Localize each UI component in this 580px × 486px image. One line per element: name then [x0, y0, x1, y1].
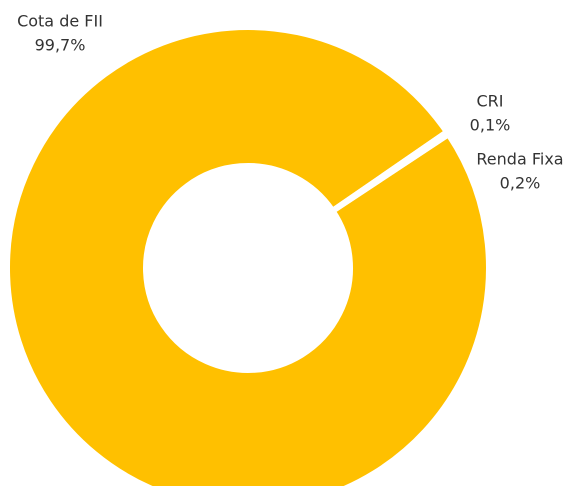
- slice-label: Renda Fixa: [476, 150, 563, 169]
- slice-value-label: 0,1%: [470, 116, 511, 135]
- slice-label: Cota de FII: [17, 12, 103, 31]
- slice-value-label: 99,7%: [35, 36, 86, 55]
- donut-slice: [6, 26, 491, 486]
- slice-label: CRI: [476, 92, 503, 111]
- donut-slice: [330, 130, 451, 214]
- slice-value-label: 0,2%: [500, 174, 541, 193]
